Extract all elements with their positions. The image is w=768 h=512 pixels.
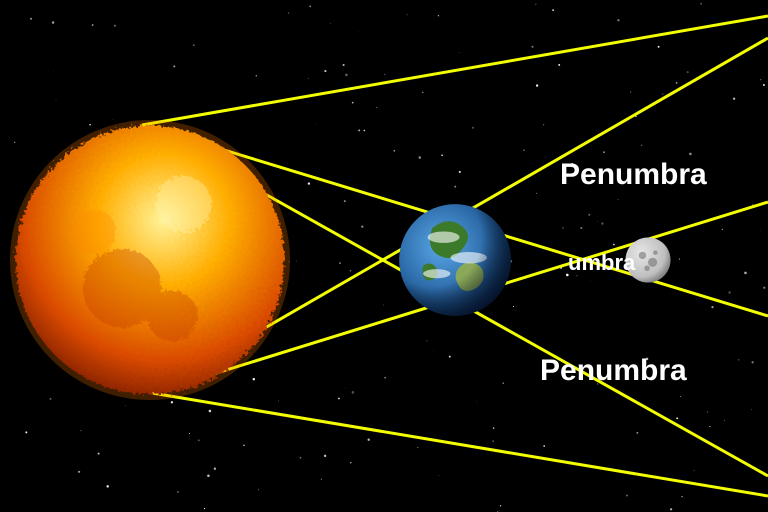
earth [398, 203, 512, 317]
penumbra-label-top: Penumbra [560, 158, 707, 192]
sun [10, 120, 290, 400]
eclipse-diagram: Penumbra umbra Penumbra [0, 0, 768, 512]
umbra-label: umbra [568, 250, 635, 276]
penumbra-label-bottom: Penumbra [540, 354, 687, 388]
